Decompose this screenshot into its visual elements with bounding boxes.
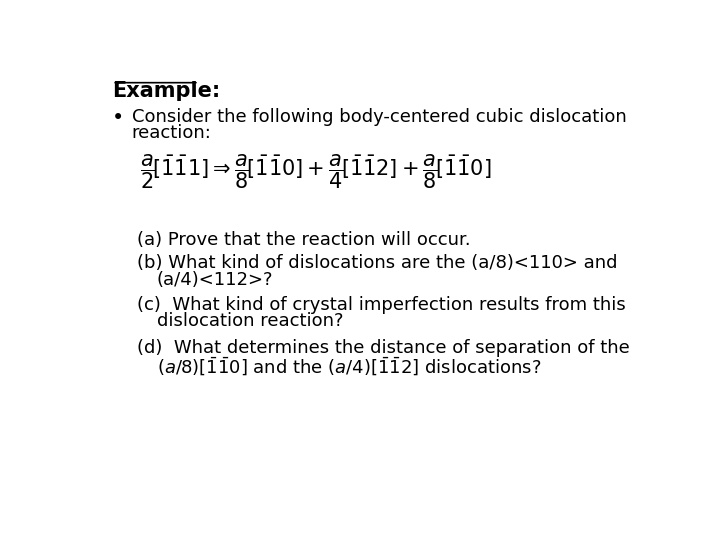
Text: reaction:: reaction: [132, 124, 212, 142]
Text: $(a/8)[\bar{1}\bar{1}0]$ and the $(a/4)[\bar{1}\bar{1}2]$ dislocations?: $(a/8)[\bar{1}\bar{1}0]$ and the $(a/4)[… [157, 356, 541, 378]
Text: (a) Prove that the reaction will occur.: (a) Prove that the reaction will occur. [138, 231, 471, 249]
Text: (b) What kind of dislocations are the (a/8)<110> and: (b) What kind of dislocations are the (a… [138, 254, 618, 272]
Text: Consider the following body-centered cubic dislocation: Consider the following body-centered cub… [132, 109, 626, 126]
Text: Example:: Example: [112, 82, 220, 102]
Text: (c)  What kind of crystal imperfection results from this: (c) What kind of crystal imperfection re… [138, 295, 626, 314]
Text: •: • [112, 109, 125, 129]
Text: $\dfrac{a}{2}\!\left[\bar{1}\bar{1}1\right] \Rightarrow \dfrac{a}{8}\!\left[\bar: $\dfrac{a}{2}\!\left[\bar{1}\bar{1}1\rig… [140, 152, 492, 191]
Text: (a/4)<112>?: (a/4)<112>? [157, 271, 274, 288]
Text: (d)  What determines the distance of separation of the: (d) What determines the distance of sepa… [138, 339, 630, 357]
Text: dislocation reaction?: dislocation reaction? [157, 312, 343, 330]
